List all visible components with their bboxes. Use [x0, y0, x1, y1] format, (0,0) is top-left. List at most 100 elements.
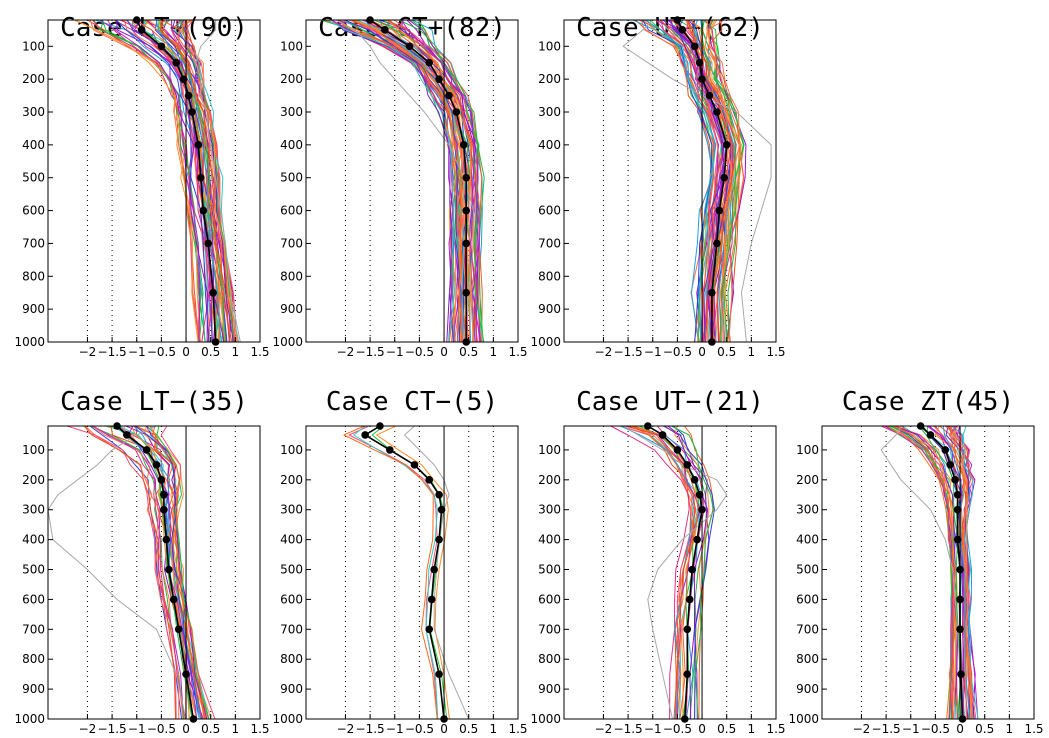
- y-tick-label: 900: [538, 302, 561, 316]
- y-tick-label: 500: [796, 563, 819, 577]
- mean-point: [430, 565, 438, 574]
- y-tick-label: 600: [280, 592, 303, 606]
- mean-point: [435, 490, 443, 499]
- series-line-member: [337, 19, 454, 343]
- y-tick-label: 900: [22, 302, 45, 316]
- series-line-member: [708, 19, 742, 343]
- x-tick-label: 0: [440, 345, 448, 359]
- mean-point: [953, 535, 962, 544]
- series-line-member: [99, 19, 201, 343]
- x-tick-label: −1.5: [872, 722, 901, 736]
- y-tick-label: 500: [280, 563, 303, 577]
- y-tick-label: 600: [22, 592, 45, 606]
- x-tick-label: 1: [490, 345, 498, 359]
- y-tick-label: 100: [280, 443, 303, 457]
- mean-point: [194, 141, 203, 149]
- series-line-member: [619, 425, 693, 720]
- x-tick-label: −1.5: [98, 345, 127, 359]
- y-tick-label: 200: [280, 473, 303, 487]
- panel-zt: Case ZT(45) 100 200 300 400 500 600 700 800 900 1…: [788, 387, 1043, 736]
- mean-point: [941, 446, 950, 454]
- mean-point: [162, 535, 171, 544]
- mean-point: [673, 446, 682, 454]
- series-line-member: [74, 19, 199, 343]
- x-tick-label: −1: [644, 345, 662, 359]
- mean-point: [695, 490, 704, 499]
- y-tick-label: 100: [280, 39, 303, 53]
- y-tick-label: 900: [280, 302, 303, 316]
- mean-point: [713, 108, 721, 116]
- y-tick-label: 800: [538, 269, 561, 283]
- y-tick-label: 300: [22, 105, 45, 119]
- mean-point: [683, 461, 692, 469]
- mean-point: [410, 461, 419, 469]
- series-line-member: [348, 425, 438, 720]
- mean-point: [462, 206, 471, 215]
- axes-frame: [305, 425, 519, 720]
- mean-point: [953, 490, 962, 499]
- x-tick-label: 0: [698, 722, 706, 736]
- y-tick-label: 300: [22, 503, 45, 517]
- plot-area: [47, 422, 236, 723]
- mean-point: [425, 58, 434, 67]
- panel-lt-plus: Case LT+(90) 100200300400500600700800900…: [14, 13, 269, 359]
- mean-point: [142, 446, 151, 454]
- mean-point: [683, 625, 692, 634]
- x-tick-label: −1.5: [356, 345, 385, 359]
- x-tick-label: 0: [182, 722, 190, 736]
- x-tick-label: −0.5: [663, 345, 692, 359]
- y-tick-label: 600: [538, 592, 561, 606]
- y-tick-label: 500: [538, 171, 561, 185]
- series-line-outlier: [195, 20, 241, 343]
- axes-frame: [563, 425, 777, 720]
- series-line-member: [704, 19, 740, 343]
- y-tick-label: 400: [538, 138, 561, 152]
- mean-point: [425, 476, 434, 484]
- x-tick-label: 0.5: [459, 722, 478, 736]
- y-tick-label: 900: [280, 682, 303, 696]
- y-tick-label: 1000: [530, 335, 561, 349]
- mean-point: [157, 476, 166, 484]
- mean-point: [197, 173, 205, 182]
- x-tick-label: −1.5: [614, 722, 643, 736]
- series-line-member: [89, 19, 202, 343]
- x-tick-label: −0.5: [147, 722, 176, 736]
- y-tick-label: 500: [280, 171, 303, 185]
- mean-point: [174, 625, 183, 634]
- x-tick-label: 0.5: [459, 345, 478, 359]
- mean-point: [169, 595, 178, 604]
- x-tick-label: −1: [128, 345, 146, 359]
- y-tick-label: 600: [280, 204, 303, 218]
- mean-point: [698, 505, 706, 514]
- plot-area: [602, 422, 752, 723]
- x-tick-label: −1: [902, 722, 920, 736]
- panel-title: Case UT−(21): [576, 387, 764, 417]
- y-tick-label: 100: [22, 443, 45, 457]
- series-line-member: [620, 425, 694, 720]
- y-tick-label: 1000: [530, 712, 561, 726]
- x-tick-label: 1: [490, 722, 498, 736]
- mean-point: [123, 431, 131, 439]
- mean-point: [199, 206, 208, 215]
- series-line-member: [642, 19, 713, 343]
- y-tick-label: 200: [538, 72, 561, 86]
- mean-point: [956, 595, 964, 604]
- series-line-member: [901, 425, 957, 720]
- y-tick-label: 1000: [14, 335, 45, 349]
- y-tick-label: 800: [796, 652, 819, 666]
- series-line-member: [649, 19, 713, 343]
- y-tick-label: 300: [280, 503, 303, 517]
- series-line-member: [892, 425, 959, 720]
- series-line-member: [892, 425, 956, 720]
- x-tick-label: 0.5: [975, 722, 994, 736]
- mean-point: [957, 670, 965, 678]
- series-line-outlier: [335, 19, 475, 343]
- mean-point: [445, 91, 453, 100]
- mean-point: [690, 476, 699, 484]
- y-tick-label: 700: [280, 236, 303, 250]
- series-line-member: [673, 425, 715, 720]
- x-tick-label: 1.5: [508, 722, 527, 736]
- y-tick-label: 300: [538, 105, 561, 119]
- mean-point: [386, 446, 394, 454]
